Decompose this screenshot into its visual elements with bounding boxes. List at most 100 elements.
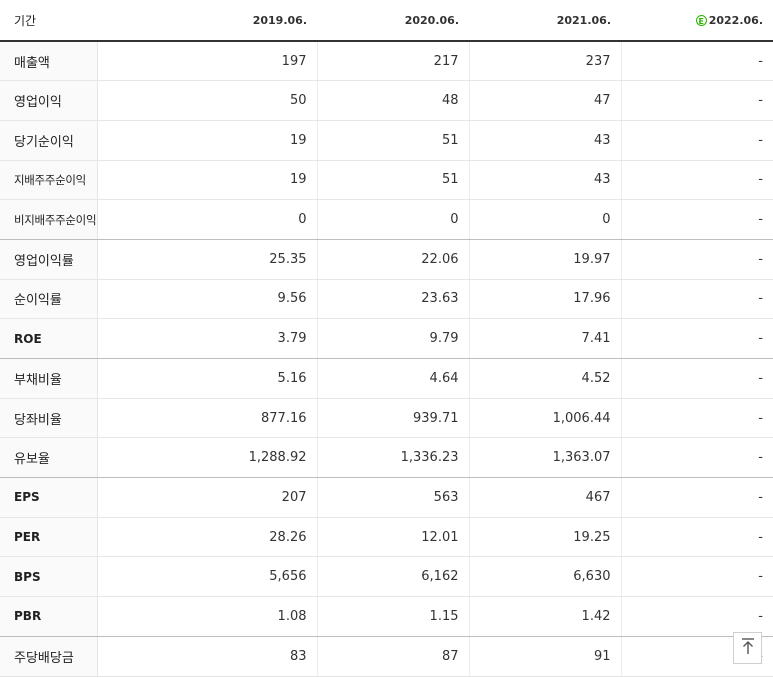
cell: 877.16 [97, 398, 318, 439]
cell: 9.79 [317, 318, 470, 359]
cell: - [621, 160, 773, 201]
cell: 467 [469, 477, 622, 518]
table-row: 당좌비율 877.16 939.71 1,006.44 - [0, 398, 773, 439]
cell: 19.97 [469, 239, 622, 280]
cell: - [621, 596, 773, 637]
cell: - [621, 556, 773, 598]
cell: - [621, 437, 773, 479]
cell: 17.96 [469, 279, 622, 320]
cell: 1,363.07 [469, 437, 622, 479]
cell: 9.56 [97, 279, 318, 320]
table-row: ROE 3.79 9.79 7.41 - [0, 318, 773, 359]
cell: 43 [469, 120, 622, 161]
cell: 28.26 [97, 517, 318, 558]
cell: - [621, 358, 773, 399]
row-label: PBR [0, 596, 98, 637]
row-label: 주당배당금 [0, 636, 98, 677]
cell: 19 [97, 160, 318, 201]
period-2019: 2019.06. [97, 0, 317, 42]
cell: 4.52 [469, 358, 622, 399]
period-2022-estimate: E 2022.06. [621, 0, 773, 42]
cell: 1,006.44 [469, 398, 622, 439]
cell: 6,630 [469, 556, 622, 598]
table-row: BPS 5,656 6,162 6,630 - [0, 556, 773, 598]
row-label: 당좌비율 [0, 398, 98, 439]
cell: 217 [317, 41, 470, 82]
cell: - [621, 199, 773, 240]
cell: 0 [317, 199, 470, 240]
table-row: 비지배주주순이익 0 0 0 - [0, 199, 773, 240]
table-row: PBR 1.08 1.15 1.42 - [0, 596, 773, 637]
cell: 0 [469, 199, 622, 240]
cell: - [621, 80, 773, 121]
cell: 1.15 [317, 596, 470, 637]
arrow-up-to-top-icon [741, 637, 755, 659]
row-label: 영업이익률 [0, 239, 98, 280]
row-label: 당기순이익 [0, 120, 98, 161]
cell: 51 [317, 160, 470, 201]
cell: 87 [317, 636, 470, 677]
cell: 51 [317, 120, 470, 161]
cell: 48 [317, 80, 470, 121]
row-label: 순이익률 [0, 279, 98, 320]
cell: 12.01 [317, 517, 470, 558]
period-label: 기간 [0, 0, 97, 42]
estimate-icon: E [695, 15, 707, 26]
cell: 237 [469, 41, 622, 82]
table-row: 주당배당금 83 87 91 - [0, 636, 773, 677]
cell: 25.35 [97, 239, 318, 280]
period-2022-label: 2022.06. [708, 13, 763, 27]
table-row: 매출액 197 217 237 - [0, 41, 773, 82]
table-row: 당기순이익 19 51 43 - [0, 120, 773, 161]
cell: 91 [469, 636, 622, 677]
cell: 23.63 [317, 279, 470, 320]
cell: 5,656 [97, 556, 318, 598]
cell: 0 [97, 199, 318, 240]
row-label: 지배주주순이익 [0, 160, 98, 201]
cell: 939.71 [317, 398, 470, 439]
cell: - [621, 318, 773, 359]
scroll-to-top-button[interactable] [733, 632, 762, 664]
row-label: ROE [0, 318, 98, 359]
cell: - [621, 120, 773, 161]
cell: 6,162 [317, 556, 470, 598]
cell: 47 [469, 80, 622, 121]
table-row: 지배주주순이익 19 51 43 - [0, 160, 773, 201]
cell: 1.08 [97, 596, 318, 637]
row-label: PER [0, 517, 98, 558]
row-label: EPS [0, 477, 98, 518]
cell: 3.79 [97, 318, 318, 359]
cell: 207 [97, 477, 318, 518]
cell: 5.16 [97, 358, 318, 399]
header-row: 기간 2019.06. 2020.06. 2021.06. E 2022.06. [0, 0, 773, 42]
cell: - [621, 517, 773, 558]
cell: 19 [97, 120, 318, 161]
period-2020: 2020.06. [317, 0, 469, 42]
cell: 4.64 [317, 358, 470, 399]
cell: 197 [97, 41, 318, 82]
table-row: 부채비율 5.16 4.64 4.52 - [0, 358, 773, 399]
period-2021: 2021.06. [469, 0, 621, 42]
cell: - [621, 477, 773, 518]
cell: 19.25 [469, 517, 622, 558]
cell: 43 [469, 160, 622, 201]
cell: 1,288.92 [97, 437, 318, 479]
row-label: 비지배주주순이익 [0, 199, 98, 240]
cell: - [621, 279, 773, 320]
cell: 83 [97, 636, 318, 677]
cell: 7.41 [469, 318, 622, 359]
cell: - [621, 239, 773, 280]
cell: 563 [317, 477, 470, 518]
cell: - [621, 398, 773, 439]
table-row: EPS 207 563 467 - [0, 477, 773, 518]
table-row: 순이익률 9.56 23.63 17.96 - [0, 279, 773, 320]
cell: 22.06 [317, 239, 470, 280]
row-label: BPS [0, 556, 98, 598]
cell: 50 [97, 80, 318, 121]
cell: - [621, 41, 773, 82]
table-row: 영업이익률 25.35 22.06 19.97 - [0, 239, 773, 280]
row-label: 영업이익 [0, 80, 98, 121]
table-row: 유보율 1,288.92 1,336.23 1,363.07 - [0, 437, 773, 479]
row-label: 매출액 [0, 41, 98, 82]
